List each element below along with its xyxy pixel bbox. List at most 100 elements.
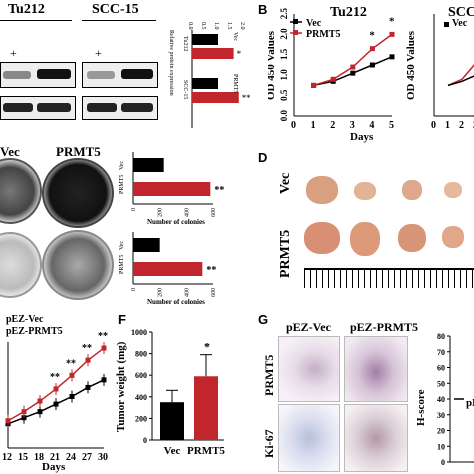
chart-e-point xyxy=(5,418,11,424)
chart-g-ytick: 50 xyxy=(437,379,445,388)
chart-c-category-label: PRMT5 xyxy=(119,175,125,194)
chart-e-point xyxy=(53,401,59,407)
panel-letter-d: D xyxy=(258,150,268,165)
chart-e-xlabel: Days xyxy=(42,461,66,473)
chart-e-point xyxy=(69,394,75,400)
tumor-prmt5-2 xyxy=(350,222,380,256)
chart-c-tick-label: 400 xyxy=(184,208,190,217)
tumor-vec-1 xyxy=(306,176,338,204)
underline-tu212 xyxy=(0,20,72,21)
chart-c-category-label: PRMT5 xyxy=(119,255,125,274)
panel-letter-b: B xyxy=(258,2,268,17)
tumor-row-label-vec: Vec xyxy=(278,172,293,194)
chart-b2-title: SCC- xyxy=(448,5,474,20)
chart-a-tick-label: 2.0 xyxy=(239,22,245,30)
chart-g-ytick: 20 xyxy=(437,427,445,436)
chart-e-xtick: 27 xyxy=(82,452,92,463)
chart-e-tumor-growth: pEZ-Vec pEZ-PRMT5 12 15 18 21 24 27 30 ** ** ** **… xyxy=(2,314,108,473)
ihc-image-prmt5-prmt5 xyxy=(344,336,408,402)
chart-c2-colonies: Vec PRMT5 ** 0 200 400 600 Number of colonies xyxy=(119,232,217,306)
western-blot-actin-tu212 xyxy=(0,96,76,120)
colony-label-prmt5: PRMT5 xyxy=(56,144,101,159)
chart-g-ytick: 10 xyxy=(437,442,445,451)
chart-b2-legend-vec: Vec xyxy=(452,18,468,29)
chart-a-protein-expression: Relative protein expression Tu212 * SCC-15… xyxy=(168,22,250,128)
chart-b-legend-vec: Vec xyxy=(306,18,322,29)
chart-a-ylabel: Relative protein expression xyxy=(168,30,174,96)
chart-e-star: ** xyxy=(98,331,108,342)
chart-f-ytick: 1000 xyxy=(131,328,147,337)
chart-g-ytick: 70 xyxy=(437,348,445,357)
chart-e-point xyxy=(21,415,27,421)
tumor-row-label-prmt5: PRMT5 xyxy=(278,229,293,278)
chart-f-ytick: 200 xyxy=(135,414,147,423)
ihc-col-label-vec: pEZ-Vec xyxy=(286,320,331,334)
chart-e-xtick: 21 xyxy=(50,452,60,463)
chart-e-point xyxy=(69,372,75,378)
chart-e-xtick: 30 xyxy=(98,452,108,463)
chart-b-growth: Tu212 SCC- OD 450 Values OD 450 Values 0… xyxy=(268,5,474,143)
chart-b-xlabel: Days xyxy=(350,131,374,143)
chart-e-star: ** xyxy=(50,372,60,383)
chart-e-star: ** xyxy=(66,358,76,369)
ihc-image-vec-ki67 xyxy=(278,404,340,472)
chart-a-category-label: Tu212 xyxy=(182,36,188,51)
underline-scc15 xyxy=(82,20,156,21)
chart-b-xtick: 5 xyxy=(389,120,394,131)
chart-g-ytick: 60 xyxy=(437,364,445,373)
colony-label-vec: Vec xyxy=(0,144,20,159)
tumor-vec-4 xyxy=(444,182,462,198)
chart-b-ytick: 2.5 xyxy=(279,8,289,20)
chart-c-bar xyxy=(133,182,211,196)
chart-a-bar-vec xyxy=(192,78,218,89)
chart-b-star: * xyxy=(389,15,395,27)
chart-b-series-line xyxy=(313,33,393,87)
chart-a-category-label: SCC-15 xyxy=(182,80,188,99)
chart-b-xtick: 2 xyxy=(330,120,335,131)
chart-e-xtick: 12 xyxy=(2,452,12,463)
chart-a-bar-prmt5 xyxy=(192,92,239,103)
chart-e-point xyxy=(85,357,91,363)
ihc-row-label-prmt5: PRMT5 xyxy=(262,354,276,396)
chart-c-xlabel: Number of colonies xyxy=(147,218,205,226)
chart-e-point xyxy=(21,409,27,415)
chart-e-point xyxy=(101,345,107,351)
cell-label-scc15: SCC-15 xyxy=(92,2,139,17)
chart-b-star: * xyxy=(369,30,375,42)
western-blot-prmt5-tu212 xyxy=(0,62,76,88)
chart-b-xtick: 4 xyxy=(369,120,374,131)
chart-a-star: * xyxy=(237,49,242,59)
chart-f-category-label: PRMT5 xyxy=(187,445,225,457)
chart-c-tick-label: 400 xyxy=(184,288,190,297)
chart-b2-xtick: 0 xyxy=(431,120,436,131)
ruler xyxy=(304,268,474,288)
chart-f-bar xyxy=(194,376,218,440)
tumor-vec-2 xyxy=(354,182,376,200)
panel-letter-f: F xyxy=(118,312,126,327)
chart-b-point xyxy=(350,70,356,76)
western-blot-actin-scc15 xyxy=(82,96,158,120)
chart-a-tick-label: 0.0 xyxy=(187,22,193,30)
chart-g-legend-partial: pE xyxy=(466,397,474,409)
chart-e-star: ** xyxy=(82,343,92,354)
chart-b-point xyxy=(389,31,395,37)
chart-b-ytick: 0.5 xyxy=(279,89,289,101)
tumor-photo: Vec PRMT5 xyxy=(276,160,474,302)
chart-b-xtick: 0 xyxy=(291,120,296,131)
chart-e-xtick: 15 xyxy=(18,452,28,463)
chart-c-xlabel: Number of colonies xyxy=(147,298,205,306)
chart-b2-series-line xyxy=(447,75,474,87)
chart-c-star: ** xyxy=(206,265,216,276)
chart-a-star: ** xyxy=(242,93,250,103)
chart-b-point xyxy=(330,76,336,82)
chart-c-tick-label: 0 xyxy=(131,288,137,291)
chart-g-ylabel: H-score xyxy=(415,389,427,426)
chart-b-point xyxy=(389,54,395,60)
chart-g-ytick: 40 xyxy=(437,395,445,404)
chart-f-ytick: 600 xyxy=(135,371,147,380)
plus-sign-2: + xyxy=(95,46,102,60)
chart-g-hscore: H-score 0 10 20 30 40 50 60 70 80 pE xyxy=(415,332,474,467)
chart-c-tick-label: 600 xyxy=(211,288,217,297)
plus-sign-1: + xyxy=(10,46,17,60)
chart-f-ytick: 400 xyxy=(135,393,147,402)
